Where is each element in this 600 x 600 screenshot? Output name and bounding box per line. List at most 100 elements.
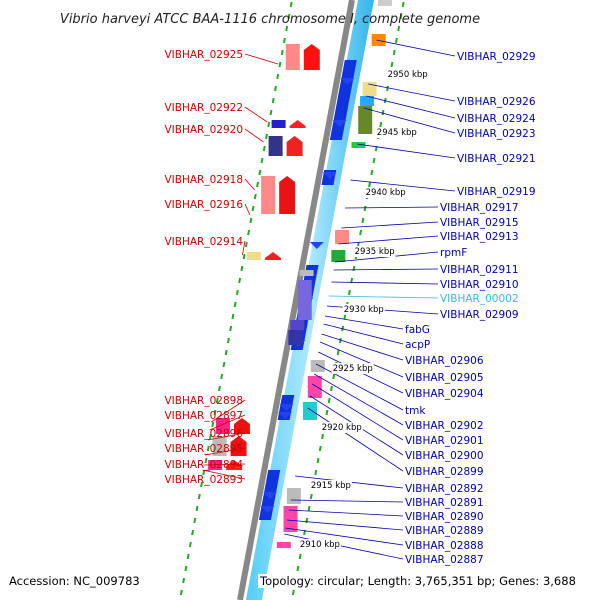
dot-tick [251, 205, 255, 212]
gene-arrow [264, 252, 281, 260]
gene-box [288, 330, 303, 345]
dot-tick [282, 37, 286, 44]
kbp-label: 2950 kbp [388, 70, 428, 80]
dot-tick [287, 13, 291, 20]
dot-tick [361, 217, 365, 224]
leader-line [207, 432, 246, 441]
dot-tick [330, 385, 333, 392]
gene-label-left: VIBHAR_02916 [164, 199, 243, 211]
kbp-bg [342, 304, 385, 315]
gene-label-right: VIBHAR_02924 [457, 113, 536, 125]
dot-tick [213, 409, 217, 416]
gene-box [310, 360, 325, 372]
backbone-line [237, 0, 355, 600]
gene-arrow [322, 172, 337, 179]
leader-line [202, 469, 246, 480]
dot-tick [235, 289, 239, 296]
gene-label-right: VIBHAR_02929 [457, 51, 536, 63]
gene-label-right: VIBHAR_02915 [440, 217, 519, 229]
dot-tick [372, 157, 376, 164]
leader-line [204, 447, 246, 456]
leader-line [312, 383, 404, 441]
kbp-bg [375, 127, 418, 138]
gene-label-right: VIBHAR_02892 [405, 483, 484, 495]
dot-tick [191, 529, 195, 536]
kbp-label: 2935 kbp [355, 247, 395, 257]
gene-box [285, 44, 300, 70]
dot-tick [336, 349, 340, 356]
gene-label-right: VIBHAR_02906 [405, 355, 484, 367]
gene-box [378, 0, 392, 6]
topology-text: Topology: circular; Length: 3,765,351 bp… [258, 574, 578, 588]
dot-tick [338, 337, 342, 344]
dot-tick [381, 109, 385, 116]
kbp-bg [364, 187, 407, 198]
dot-tick [307, 505, 311, 512]
dot-tick [359, 229, 363, 236]
dot-tick [379, 121, 383, 128]
gene-label-left: VIBHAR_02925 [164, 49, 243, 61]
leader-line [376, 39, 456, 57]
kbp-label: 2925 kbp [333, 364, 373, 374]
gene-label-right: VIBHAR_02909 [440, 309, 519, 321]
dot-tick [195, 505, 199, 512]
leader-line [209, 414, 246, 431]
kbp-bg [320, 422, 363, 433]
gene-arrow [233, 418, 250, 434]
gene-label-right: VIBHAR_02891 [405, 497, 484, 509]
gene-label-right: VIBHAR_02913 [440, 231, 519, 243]
leader-line [331, 281, 439, 285]
dot-tick [256, 181, 260, 188]
gene-label-left: VIBHAR_02895 [164, 443, 243, 455]
leader-line [210, 399, 246, 423]
leader-line [288, 509, 404, 517]
gene-label-right: VIBHAR_02890 [405, 511, 484, 523]
dot-tick [265, 133, 268, 140]
gene-arrow [260, 506, 275, 513]
gene-label-right: VIBHAR_02905 [405, 372, 484, 384]
leader-line [350, 179, 456, 192]
dot-tick [258, 169, 262, 176]
dot-tick [269, 109, 273, 116]
kbp-label: 2920 kbp [322, 423, 362, 433]
dot-tick [211, 421, 215, 428]
dot-tick [291, 589, 295, 596]
dot-tick [184, 565, 188, 572]
dot-tick [318, 445, 322, 452]
gene-label-right: VIBHAR_02901 [405, 435, 484, 447]
gene-label-left: VIBHAR_02920 [164, 124, 243, 136]
leader-line [241, 240, 246, 256]
dot-tick [392, 49, 396, 56]
kbp-label: 2915 kbp [311, 481, 351, 491]
dot-tick [204, 457, 208, 464]
gene-box [286, 488, 301, 504]
gene-box [362, 82, 377, 96]
gene-label-right: VIBHAR_02904 [405, 388, 484, 400]
leader-line [345, 206, 439, 209]
gene-label-left: VIBHAR_02918 [164, 174, 243, 186]
gene-box [215, 418, 230, 434]
gene-label-right: fabG [405, 324, 430, 336]
gene-label-left: VIBHAR_02893 [164, 474, 243, 486]
dot-tick [179, 589, 183, 596]
kbp-bg [309, 480, 352, 491]
dot-tick [316, 457, 320, 464]
dot-tick [231, 313, 235, 320]
dot-tick [247, 229, 251, 236]
gene-box [283, 506, 298, 532]
leader-line [203, 463, 246, 466]
map-title: Vibrio harveyi ATCC BAA-1116 chromosome … [60, 12, 480, 27]
dot-tick [370, 169, 374, 176]
gene-label-right: VIBHAR_02900 [405, 450, 484, 462]
gene-box [212, 436, 227, 456]
gene-arrow [279, 404, 294, 411]
dot-tick [209, 433, 212, 440]
dot-tick [220, 373, 224, 380]
leader-line [285, 527, 404, 546]
gene-label-right: VIBHAR_00002 [440, 293, 519, 305]
dot-tick [274, 85, 277, 92]
gene-box [271, 120, 286, 128]
dot-tick [278, 61, 282, 68]
leader-line [333, 268, 439, 271]
gene-label-right: VIBHAR_02888 [405, 540, 484, 552]
